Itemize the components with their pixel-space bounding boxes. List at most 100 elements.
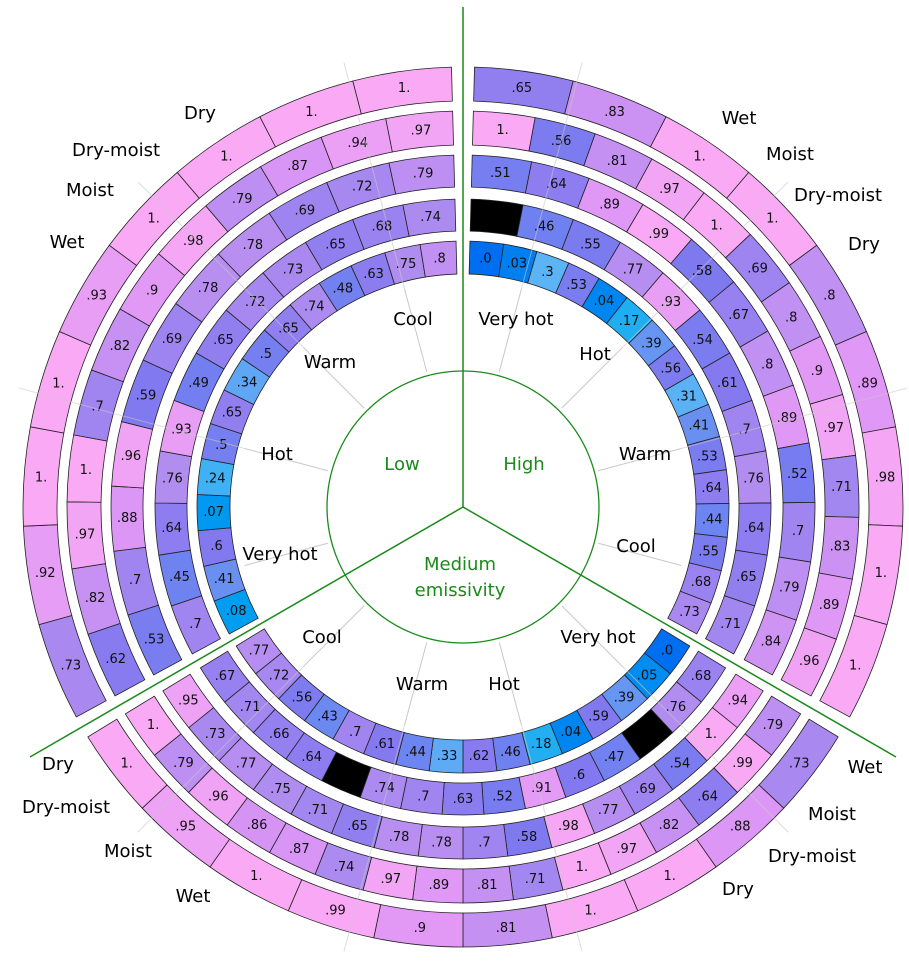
cell-value-label: .81 — [607, 154, 628, 169]
cell-value-label: .89 — [428, 878, 449, 893]
cell-value-label: .08 — [226, 604, 247, 619]
cell-value-label: .97 — [823, 421, 844, 436]
cell-value-label: .76 — [162, 471, 183, 486]
cell-value-label: .07 — [203, 505, 224, 520]
temperature-label: Very hot — [560, 627, 635, 648]
cell-value-label: .82 — [659, 818, 680, 833]
sector-divider-line — [29, 506, 464, 758]
cell-value-label: .93 — [660, 295, 681, 310]
emissivity-low-label: Low — [384, 454, 419, 475]
cell-value-label: 1. — [220, 149, 232, 164]
cell-value-label: .76 — [743, 471, 764, 486]
cell-value-label: .8 — [823, 289, 835, 304]
cell-value-label: .87 — [287, 159, 308, 174]
cell-value-label: .9 — [414, 921, 426, 936]
cell-value-label: .95 — [178, 693, 199, 708]
cell-value-label: .39 — [641, 336, 662, 351]
cell-value-label: .73 — [205, 727, 226, 742]
cell-value-label: .72 — [245, 295, 266, 310]
cell-value-label: .04 — [594, 294, 615, 309]
cell-value-label: .46 — [500, 745, 521, 760]
cell-value-label: .81 — [477, 878, 498, 893]
cell-value-label: .63 — [363, 267, 384, 282]
cell-value-label: 1. — [496, 123, 508, 138]
cell-value-label: .55 — [580, 237, 601, 252]
cell-value-label: .64 — [697, 789, 718, 804]
cell-value-label: .79 — [779, 581, 800, 596]
cell-value-label: .62 — [469, 749, 490, 764]
cell-value-label: .03 — [507, 256, 528, 271]
cell-value-label: .71 — [525, 872, 546, 887]
cell-value-label: .72 — [269, 668, 290, 683]
cell-value-label: .62 — [105, 652, 126, 667]
cell-value-label: .17 — [619, 314, 640, 329]
ring-inner: .0.03.3.53.04.17.39.56.31.41.53.64.44.55… — [196, 240, 730, 774]
cell-value-label: .75 — [396, 257, 417, 272]
cell-value-label: .45 — [169, 570, 190, 585]
cell-value-label: .78 — [242, 238, 263, 253]
cell-value-label: .65 — [512, 81, 533, 96]
cell-value-label: .79 — [763, 718, 784, 733]
cell-value-label: .95 — [175, 819, 196, 834]
cell-value-label: .54 — [692, 333, 713, 348]
cell-value-label: .52 — [492, 789, 513, 804]
outer-spoke-line — [18, 387, 245, 449]
temperature-label: Warm — [396, 674, 448, 695]
cell-value-label: .94 — [727, 693, 748, 708]
cell-value-label: .78 — [198, 281, 219, 296]
cell-value-label: .44 — [702, 513, 723, 528]
spoke-line — [561, 605, 624, 668]
cell-value-label: .89 — [599, 198, 620, 213]
ring-cell — [780, 627, 837, 697]
cell-value-label: .73 — [789, 757, 810, 772]
cell-value-label: .78 — [431, 835, 452, 850]
temperature-label: Warm — [304, 352, 356, 373]
moisture-label: Dry — [848, 234, 880, 255]
cell-value-label: .0 — [661, 644, 673, 659]
moisture-label: Moist — [808, 804, 856, 825]
outer-spoke-line — [343, 725, 405, 952]
cell-value-label: 1. — [693, 149, 705, 164]
moisture-label: Dry — [722, 879, 754, 900]
cell-value-label: .74 — [304, 300, 325, 315]
cell-value-label: .31 — [676, 389, 697, 404]
spoke-line — [404, 642, 428, 726]
cell-value-label: .84 — [760, 635, 781, 650]
cell-value-label: .92 — [35, 566, 56, 581]
outer-spoke-line — [521, 725, 583, 952]
cell-value-label: .58 — [692, 264, 713, 279]
cell-value-label: .53 — [144, 632, 165, 647]
cell-value-label: .88 — [117, 511, 138, 526]
temperature-label: Very hot — [242, 544, 317, 565]
ring-ring2: .46 .55 .77 .93 .54 .61 .7 .76 .64 .65 .71 .68 .76 .4… — [154, 198, 772, 816]
temperature-label: Warm — [619, 444, 671, 465]
cell-value-label: .8 — [761, 357, 773, 372]
cell-value-label: .43 — [317, 709, 338, 724]
moisture-label: Dry-moist — [22, 797, 110, 818]
cell-value-label: 1. — [398, 81, 410, 96]
cell-value-label: 1. — [705, 727, 717, 742]
cell-value-label: 1. — [121, 757, 133, 772]
ring-cell — [667, 590, 712, 635]
cell-value-label: .05 — [637, 668, 658, 683]
cell-value-label: .55 — [698, 544, 719, 559]
ring-cell — [469, 198, 524, 237]
cell-value-label: .64 — [546, 177, 567, 192]
cell-value-label: .7 — [738, 423, 750, 438]
cell-value-label: .97 — [75, 527, 96, 542]
cell-value-label: .89 — [857, 376, 878, 391]
cell-value-label: .24 — [205, 471, 226, 486]
spoke-line — [561, 346, 624, 409]
temperature-label: Cool — [393, 309, 433, 330]
cell-value-label: .99 — [732, 756, 753, 771]
ring-cell — [743, 609, 797, 676]
cell-value-label: .71 — [240, 700, 261, 715]
cell-value-label: .67 — [728, 308, 749, 323]
cell-value-label: .71 — [308, 803, 329, 818]
cell-value-label: 1. — [576, 860, 588, 875]
cell-value-label: .6 — [573, 768, 585, 783]
temperature-label: Hot — [488, 674, 520, 695]
cell-value-label: .54 — [670, 757, 691, 772]
cell-value-label: .44 — [405, 745, 426, 760]
